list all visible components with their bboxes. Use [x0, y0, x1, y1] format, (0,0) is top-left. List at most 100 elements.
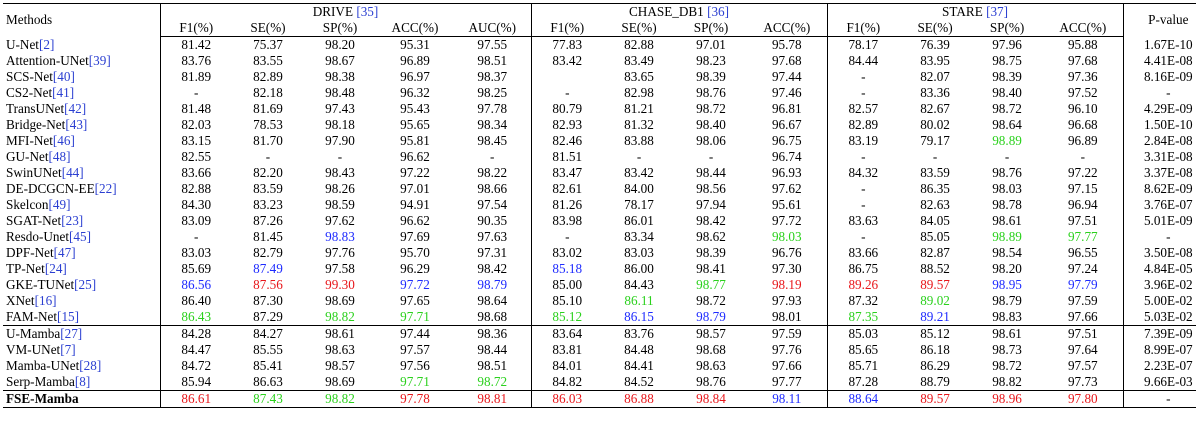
citation-link[interactable]: [25] [74, 277, 97, 292]
citation-link[interactable]: [23] [61, 213, 84, 228]
cell-chase-sp: - [708, 149, 714, 164]
cell-stare-acc: 97.24 [1067, 261, 1098, 276]
method-name: FAM-Net [6, 309, 58, 324]
cell-drive-auc: 98.42 [477, 261, 508, 276]
cell-chase-se: 86.00 [624, 261, 654, 276]
cell-stare-acc: 97.51 [1067, 213, 1098, 228]
cell-drive-f1: 82.88 [159, 181, 232, 197]
col-header-chase-f1: F1(%) [530, 20, 604, 37]
cell-stare-se: 82.87 [920, 245, 950, 260]
citation-link[interactable]: [43] [65, 117, 88, 132]
cell-chase-sp: 98.79 [696, 309, 726, 324]
cell-drive-se: 81.45 [253, 229, 283, 244]
citation-link[interactable]: [46] [52, 133, 75, 148]
cell-stare-f1: 78.17 [826, 36, 900, 53]
citation-link[interactable]: [27] [60, 326, 83, 341]
cell-drive-acc: 97.56 [400, 358, 430, 373]
cell-drive-f1: 83.03 [159, 245, 232, 261]
citation-link[interactable]: [2] [38, 36, 55, 52]
cell-chase-acc: 96.93 [771, 165, 802, 180]
citation-link[interactable]: [45] [69, 229, 91, 244]
cell-stare-acc: 97.73 [1067, 374, 1098, 389]
cell-pvalue: 3.37E-08 [1122, 165, 1196, 181]
cell-stare-acc: 97.22 [1067, 165, 1098, 180]
table-row: FSE-Mamba 86.61 87.43 98.82 97.78 98.81 86.03 8… [3, 390, 1196, 408]
cell-drive-sp: 98.48 [325, 85, 355, 100]
cell-drive-auc: 97.54 [477, 197, 508, 212]
col-header-drive-f1: F1(%) [159, 20, 232, 37]
cell-stare-f1: 87.35 [826, 309, 900, 326]
citation-link[interactable]: [7] [60, 342, 76, 357]
cell-drive-se: 82.79 [253, 245, 283, 260]
cell-drive-acc: 96.29 [400, 261, 430, 276]
cell-drive-sp: 98.26 [325, 181, 355, 196]
cell-chase-acc: 98.01 [771, 309, 802, 324]
citation-link[interactable]: [44] [61, 165, 84, 180]
citation-link[interactable]: [47] [53, 245, 76, 260]
cell-drive-acc: 96.62 [400, 213, 430, 228]
method-name: Serp-Mamba [6, 374, 75, 389]
table-row: U-Mamba[27] 84.28 84.27 98.61 97.44 98.36 83.6… [3, 325, 1196, 342]
cell-stare-f1: 83.63 [826, 213, 900, 229]
cell-chase-se: 83.03 [624, 245, 654, 260]
cell-chase-se: 83.49 [624, 53, 654, 68]
cell-drive-f1: 84.28 [159, 325, 232, 342]
citation-link[interactable]: [8] [74, 374, 91, 389]
method-name: CS2-Net [6, 85, 53, 100]
cell-stare-acc: 97.79 [1067, 277, 1098, 292]
cell-stare-f1: 87.32 [826, 293, 900, 309]
method-name: Skelcon [6, 197, 49, 212]
cell-drive-se: 87.30 [253, 293, 283, 308]
citation-link[interactable]: [24] [44, 261, 67, 276]
cell-chase-f1: 80.79 [530, 101, 604, 117]
cell-drive-acc: 94.91 [400, 197, 430, 212]
citation-link[interactable]: [16] [34, 293, 57, 308]
cell-stare-f1: - [826, 181, 900, 197]
cell-stare-acc: 96.94 [1067, 197, 1098, 212]
cell-drive-acc: 97.69 [400, 229, 430, 244]
method-cell: U-Mamba[27] [3, 325, 160, 342]
cell-chase-se: - [636, 149, 642, 164]
cell-stare-f1: 83.19 [826, 133, 900, 149]
cell-chase-acc: 98.19 [771, 277, 802, 292]
cell-drive-acc: 97.65 [400, 293, 430, 308]
cell-stare-acc: 97.77 [1067, 229, 1098, 244]
cell-stare-sp: 98.64 [992, 117, 1022, 132]
cell-stare-sp: 98.89 [992, 229, 1022, 244]
method-cell: Attention-UNet[39] [3, 53, 160, 69]
citation-link[interactable]: [39] [88, 53, 111, 68]
cell-chase-f1: 81.51 [530, 149, 604, 165]
cell-drive-f1: 84.72 [159, 358, 232, 374]
cell-chase-sp: 98.40 [696, 117, 726, 132]
cell-stare-acc: 96.68 [1067, 117, 1098, 132]
cell-chase-f1: 83.81 [530, 342, 604, 358]
cell-pvalue: 4.84E-05 [1122, 261, 1196, 277]
citation-link[interactable]: [28] [79, 358, 102, 373]
citation-link[interactable]: [41] [52, 85, 75, 100]
method-name: SwinUNet [6, 165, 62, 180]
citation-link[interactable]: [22] [94, 181, 117, 196]
group-ref[interactable]: [35] [356, 4, 379, 19]
citation-link[interactable]: [15] [57, 309, 80, 324]
citation-link[interactable]: [49] [48, 197, 71, 212]
cell-stare-se: 89.21 [920, 309, 950, 324]
cell-stare-f1: 84.44 [826, 53, 900, 69]
method-cell: SGAT-Net[23] [3, 213, 160, 229]
cell-chase-acc: 95.78 [771, 37, 802, 52]
citation-link[interactable]: [40] [52, 69, 75, 84]
method-cell: Bridge-Net[43] [3, 117, 160, 133]
citation-link[interactable]: [48] [48, 149, 71, 164]
group-ref[interactable]: [37] [986, 4, 1009, 19]
group-ref[interactable]: [36] [707, 4, 730, 19]
cell-stare-acc: 96.10 [1067, 101, 1098, 116]
method-cell: GU-Net[48] [3, 149, 160, 165]
citation-link[interactable]: [42] [64, 101, 87, 116]
method-cell: FSE-Mamba [3, 390, 160, 408]
cell-drive-se: 84.27 [232, 325, 304, 342]
cell-stare-sp: 98.54 [992, 245, 1022, 260]
method-cell: DPF-Net[47] [3, 245, 160, 261]
cell-chase-se: 83.34 [624, 229, 654, 244]
cell-chase-sp: 98.39 [696, 69, 726, 84]
cell-drive-auc: 90.35 [477, 213, 508, 228]
cell-drive-se: 83.59 [253, 181, 283, 196]
